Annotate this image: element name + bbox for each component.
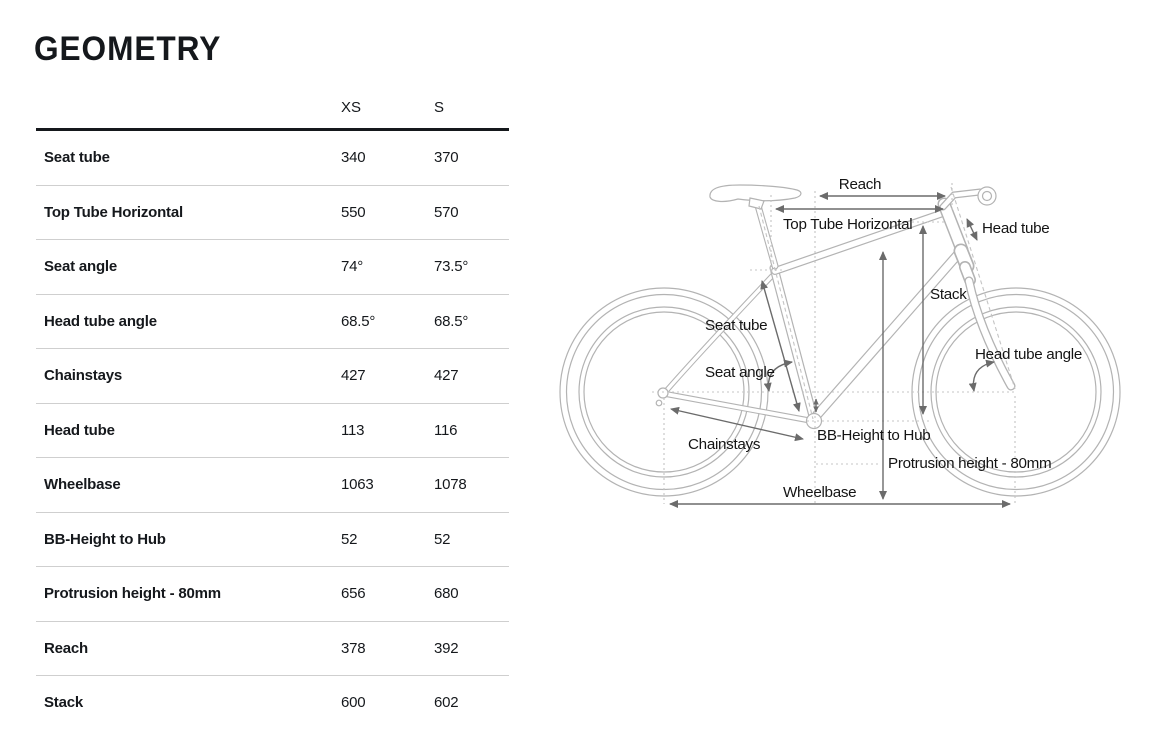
head-tube-arrow	[966, 218, 978, 241]
row-label: Protrusion height - 80mm	[44, 585, 221, 603]
geometry-diagram: Reach Top Tube Horizontal Head tube Stac…	[550, 150, 1171, 520]
table-row: Wheelbase 1063 1078	[36, 458, 509, 513]
row-value-xs: 340	[341, 149, 366, 167]
table-row: Seat tube 340 370	[36, 131, 509, 186]
row-label: Seat tube	[44, 149, 110, 167]
row-value-s: 392	[434, 639, 459, 657]
diagram-label-reach: Reach	[839, 176, 881, 193]
row-label: Chainstays	[44, 367, 123, 385]
seat-axis	[758, 205, 814, 420]
diagram-label-head-tube-angle: Head tube angle	[975, 346, 1082, 363]
row-value-xs: 1063	[341, 476, 374, 494]
row-value-xs: 52	[341, 530, 358, 548]
row-value-s: 1078	[434, 476, 467, 494]
table-row: Head tube 113 116	[36, 404, 509, 458]
row-label: Head tube angle	[44, 312, 157, 330]
diagram-label-seat-tube: Seat tube	[705, 317, 767, 334]
reference-lines	[652, 183, 1016, 505]
row-value-xs: 427	[341, 367, 366, 385]
row-label: Wheelbase	[44, 476, 121, 494]
bike-parts	[655, 184, 997, 430]
row-value-xs: 656	[341, 585, 366, 603]
diagram-label-seat-angle: Seat angle	[705, 364, 775, 381]
row-value-xs: 74°	[341, 258, 364, 276]
head-angle-arc-arrow	[968, 359, 995, 392]
row-value-xs: 378	[341, 639, 366, 657]
saddle	[709, 184, 802, 203]
row-value-s: 52	[434, 530, 451, 548]
table-row: Stack 600 602	[36, 676, 509, 730]
table-row: Seat angle 74° 73.5°	[36, 240, 509, 295]
row-value-s: 680	[434, 585, 459, 603]
axis-lines	[758, 186, 1016, 420]
page-title: GEOMETRY	[34, 30, 222, 68]
row-value-s: 73.5°	[434, 258, 469, 276]
table-row: BB-Height to Hub 52 52	[36, 513, 509, 567]
diagram-label-stack: Stack	[930, 286, 967, 303]
diagram-label-bb-height-to-hub: BB-Height to Hub	[817, 427, 930, 444]
diagram-labels: Reach Top Tube Horizontal Head tube Stac…	[688, 176, 1082, 501]
diagram-label-top-tube-horizontal: Top Tube Horizontal	[783, 216, 912, 233]
row-value-xs: 68.5°	[341, 312, 376, 330]
diagram-label-head-tube: Head tube	[982, 220, 1049, 237]
table-row: Head tube angle 68.5° 68.5°	[36, 295, 509, 349]
table-row: Chainstays 427 427	[36, 349, 509, 404]
row-value-s: 68.5°	[434, 312, 469, 330]
row-label: Head tube	[44, 421, 115, 439]
bike-geometry-diagram: Reach Top Tube Horizontal Head tube Stac…	[559, 176, 1121, 508]
saddle-clamp	[748, 197, 765, 210]
diagram-label-chainstays: Chainstays	[688, 436, 761, 453]
row-label: Reach	[44, 639, 89, 657]
geometry-table-rows: Seat tube 340 370 Top Tube Horizontal 55…	[36, 131, 509, 730]
diagram-label-protrusion-height: Protrusion height - 80mm	[888, 455, 1051, 472]
row-value-s: 570	[434, 203, 459, 221]
row-value-s: 116	[434, 421, 458, 439]
row-value-xs: 600	[341, 694, 366, 712]
row-label: BB-Height to Hub	[44, 530, 166, 548]
geometry-table: XS S Seat tube 340 370 Top Tube Horizont…	[36, 86, 509, 730]
row-value-xs: 113	[341, 421, 365, 439]
row-value-s: 602	[434, 694, 459, 712]
rear-hub	[657, 387, 669, 399]
row-value-s: 427	[434, 367, 459, 385]
row-label: Stack	[44, 694, 84, 712]
table-row: Reach 378 392	[36, 622, 509, 676]
steering-axis	[950, 186, 1016, 390]
row-label: Seat angle	[44, 258, 118, 276]
column-header-s: S	[434, 98, 445, 116]
geometry-table-header: XS S	[36, 86, 509, 131]
chainstays-arrow	[670, 406, 804, 442]
row-value-s: 370	[434, 149, 459, 167]
table-row: Top Tube Horizontal 550 570	[36, 186, 509, 240]
diagram-label-wheelbase: Wheelbase	[783, 484, 856, 501]
row-label: Top Tube Horizontal	[44, 203, 183, 221]
rear-derailleur	[655, 399, 663, 407]
row-value-xs: 550	[341, 203, 366, 221]
table-row: Protrusion height - 80mm 656 680	[36, 567, 509, 622]
seat-angle-arc-arrow	[763, 359, 793, 392]
measurement-arrows	[669, 192, 1011, 508]
column-header-xs: XS	[341, 98, 362, 116]
